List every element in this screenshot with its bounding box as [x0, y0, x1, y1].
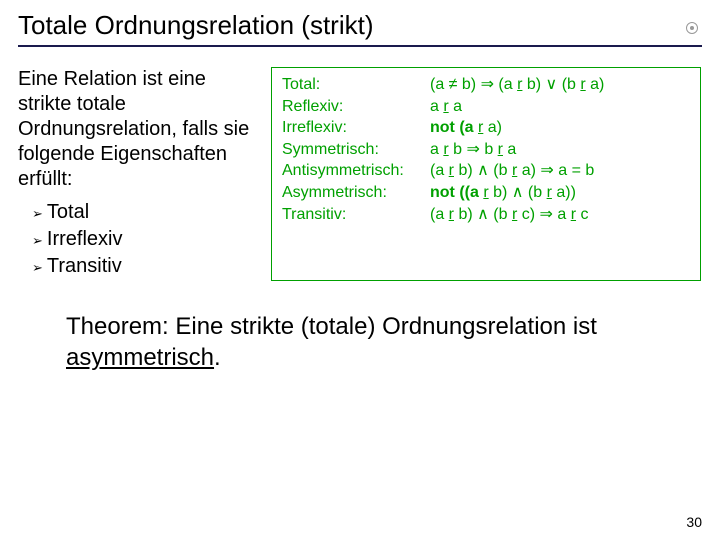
list-item: ➢Irreflexiv [32, 227, 253, 252]
row-value: not (a r a) [430, 117, 690, 139]
chevron-right-icon: ➢ [32, 260, 43, 276]
row-value: (a r b) ∧ (b r c) ⇒ a r c [430, 204, 690, 226]
row-value: (a ≠ b) ⇒ (a r b) ∨ (b r a) [430, 74, 690, 96]
row-label: Symmetrisch: [282, 139, 430, 161]
chevron-right-icon: ➢ [32, 206, 43, 222]
table-row: Symmetrisch: a r b ⇒ b r a [282, 139, 690, 161]
bullet-list: ➢Total ➢Irreflexiv ➢Transitiv [18, 200, 253, 279]
row-value: (a r b) ∧ (b r a) ⇒ a = b [430, 160, 690, 182]
row-value: a r b ⇒ b r a [430, 139, 690, 161]
table-row: Irreflexiv: not (a r a) [282, 117, 690, 139]
table-row: Total: (a ≠ b) ⇒ (a r b) ∨ (b r a) [282, 74, 690, 96]
row-label: Antisymmetrisch: [282, 160, 430, 182]
bullet-label: Irreflexiv [47, 227, 123, 252]
row-value: a r a [430, 96, 690, 118]
properties-box: Total: (a ≠ b) ⇒ (a r b) ∨ (b r a) Refle… [271, 67, 701, 281]
list-item: ➢Total [32, 200, 253, 225]
row-label: Reflexiv: [282, 96, 430, 118]
intro-text: Eine Relation ist eine strikte totale Or… [18, 67, 253, 192]
slide-title: Totale Ordnungsrelation (strikt) [18, 10, 373, 41]
table-row: Transitiv: (a r b) ∧ (b r c) ⇒ a r c [282, 204, 690, 226]
row-label: Transitiv: [282, 204, 430, 226]
bullet-label: Total [47, 200, 89, 225]
table-row: Reflexiv: a r a [282, 96, 690, 118]
row-label: Irreflexiv: [282, 117, 430, 139]
row-label: Total: [282, 74, 430, 96]
title-divider [18, 45, 702, 47]
page-number: 30 [686, 514, 702, 530]
row-value: not ((a r b) ∧ (b r a)) [430, 182, 690, 204]
chevron-right-icon: ➢ [32, 233, 43, 249]
bullet-label: Transitiv [47, 254, 122, 279]
theorem-text: Theorem: Eine strikte (totale) Ordnungsr… [66, 311, 702, 373]
row-label: Asymmetrisch: [282, 182, 430, 204]
list-item: ➢Transitiv [32, 254, 253, 279]
slide-logo-icon [686, 22, 698, 34]
table-row: Asymmetrisch: not ((a r b) ∧ (b r a)) [282, 182, 690, 204]
table-row: Antisymmetrisch: (a r b) ∧ (b r a) ⇒ a =… [282, 160, 690, 182]
